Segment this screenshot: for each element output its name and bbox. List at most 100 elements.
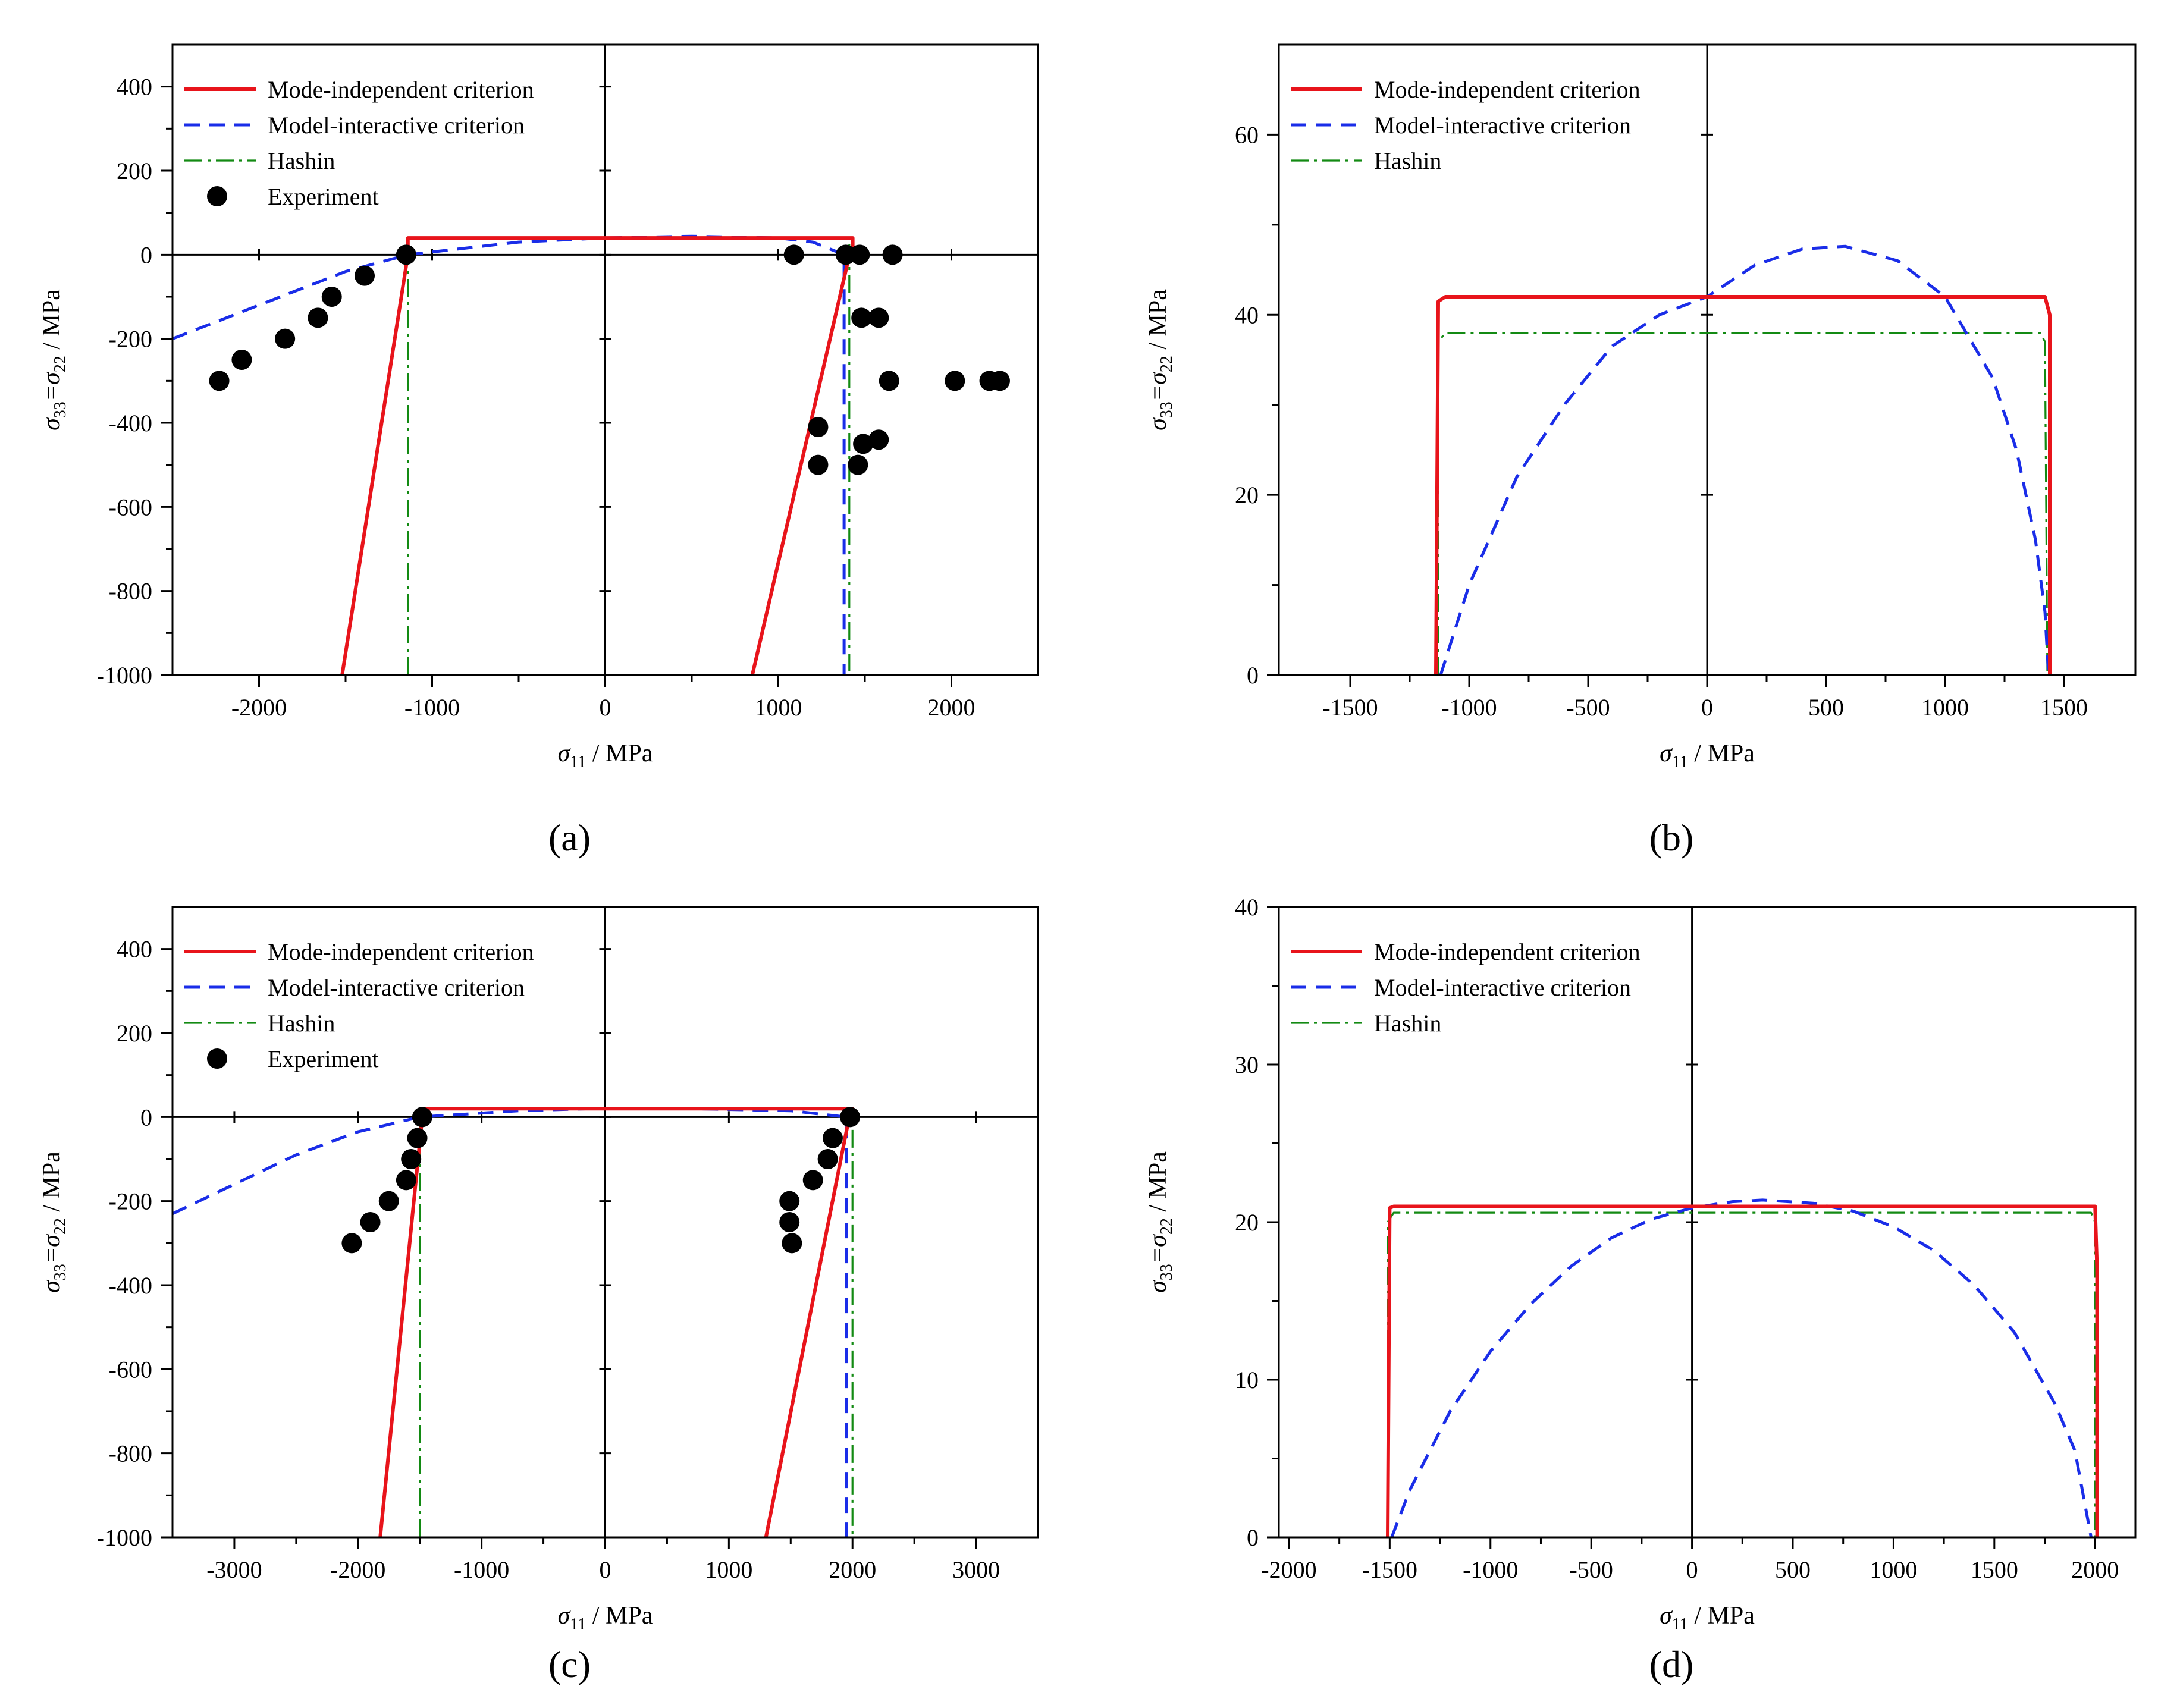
panel-a-ticks (161, 86, 952, 687)
panel-c-experiment-point (822, 1128, 843, 1148)
panel-a: -2000 -1000 0 1000 2000-1000-800-600-400-200… (38, 43, 1039, 859)
panel-d-x-tick-label: 2000 (2071, 1556, 2119, 1583)
panel-d-y-axis-symbol: σ (1144, 1279, 1172, 1293)
panel-a-y-axis-equals-symbol: =σ (38, 371, 65, 401)
panel-c-ticks (161, 948, 977, 1549)
panel-c-series-solid-line (378, 1107, 855, 1537)
panel-b-plot-frame (1278, 43, 2137, 676)
panel-b-y-axis-label: σ33=σ22 / MPa (1144, 289, 1176, 431)
panel-c-experiment-point (782, 1233, 802, 1254)
panel-d-x-axis-unit: / MPa (1688, 1602, 1755, 1629)
panel-c-x-tick-label: -3000 (206, 1556, 262, 1583)
panel-b-x-axis-symbol: σ (1660, 740, 1673, 767)
panel-c-y-tick-label: -1000 (97, 1524, 152, 1551)
panel-c-y-axis-label: σ33=σ22 / MPa (38, 1151, 70, 1293)
panel-b-y-tick-label: 0 (1247, 662, 1259, 689)
panel-b-panel-label: (b) (1649, 817, 1694, 859)
panel-a-experiment-point (851, 307, 872, 328)
panel-b-y-axis-equals-symbol: =σ (1144, 371, 1172, 401)
panel-b-y-axis-subscript-1: 33 (1158, 401, 1176, 418)
panel-c-x-tick-label: 0 (600, 1556, 611, 1583)
panel-d-x-tick-label: 1000 (1870, 1556, 1917, 1583)
panel-b: -1500 -1000 -500 0 500 1000 1500 0 20 40 60 Mode-in… (1144, 43, 2137, 859)
panel-a-experiment-point (848, 454, 868, 475)
panel-a-experiment-point (853, 434, 874, 454)
panel-b-y-axis-unit: / MPa (1144, 289, 1172, 356)
panel-a-series-dashed-line (172, 234, 846, 675)
panel-a-series-dashdot-line (407, 237, 851, 675)
panel-c-y-tick-label: -800 (109, 1440, 152, 1467)
panel-a-x-axis-unit: / MPa (586, 740, 653, 767)
panel-d-legend-label: Mode-independent criterion (1374, 938, 1641, 965)
panel-a-experiment-point (808, 417, 829, 438)
panel-b-legend: Mode-independent criterion Model-interact… (1291, 76, 1641, 174)
panel-a-x-tick-label: -2000 (231, 694, 287, 721)
panel-b-y-axis-subscript-2: 22 (1158, 356, 1176, 372)
panel-c-plot-frame (171, 906, 1039, 1539)
panel-a-y-tick-label: 400 (117, 74, 152, 101)
panel-d-y-axis-label: σ33=σ22 / MPa (1144, 1151, 1176, 1293)
panel-c-x-tick-label: -2000 (330, 1556, 385, 1583)
panel-d-x-axis-subscript: 11 (1672, 1615, 1688, 1634)
panel-c-y-axis-equals-symbol: =σ (38, 1233, 65, 1264)
panel-a-y-axis-symbol: σ (38, 417, 65, 431)
panel-a-x-tick-label: -1000 (404, 694, 460, 721)
panel-d-x-axis-label: σ11 / MPa (1660, 1602, 1755, 1634)
panel-a-experiment-point (275, 328, 296, 349)
panel-c-x-axis-subscript: 11 (570, 1615, 586, 1634)
panel-c-y-tick-label: 200 (117, 1020, 152, 1047)
panel-b-plot-area (1434, 244, 2052, 675)
panel-c-y-axis-symbol: σ (38, 1279, 65, 1293)
panel-c-experiment-point (401, 1149, 422, 1169)
panel-c-x-tick-label: -1000 (454, 1556, 509, 1583)
panel-d-series-dashdot-line (1387, 1211, 2096, 1537)
panel-a-experiment-point (868, 307, 889, 328)
panel-c-y-tick-label: 0 (140, 1104, 152, 1131)
panel-d-x-tick-label: -2000 (1261, 1556, 1316, 1583)
panel-b-series-solid-line (1434, 295, 2052, 675)
panel-c-experiment-point (802, 1170, 823, 1191)
panel-b-series-dashed-line (1439, 244, 2050, 675)
panel-d-y-tick-label: 10 (1235, 1367, 1259, 1393)
panel-a-legend-marker (207, 186, 227, 206)
panel-a-experiment-point (879, 371, 899, 391)
panel-b-x-tick-label: 0 (1701, 694, 1713, 721)
panel-b-x-tick-label: -1000 (1441, 694, 1497, 721)
panel-d-x-tick-label: -1500 (1362, 1556, 1417, 1583)
panel-a-experiment-point (321, 287, 342, 307)
panel-b-x-axis-subscript: 11 (1672, 753, 1688, 771)
panel-a-x-tick-label: 1000 (755, 694, 802, 721)
panel-d-series-solid-line (1386, 1204, 2099, 1537)
panel-b-x-axis-label: σ11 / MPa (1660, 740, 1755, 771)
panel-c-experiment-point (396, 1170, 416, 1191)
panel-a-experiment-point (945, 371, 965, 391)
panel-a-y-tick-label: 0 (140, 241, 152, 268)
panel-a-y-axis-subscript-2: 22 (51, 356, 70, 372)
panel-c-x-axis-unit: / MPa (586, 1602, 653, 1629)
panel-c-legend-label: Experiment (268, 1045, 379, 1072)
panel-c-x-tick-label: 1000 (705, 1556, 752, 1583)
panel-c-plot-area (172, 1107, 861, 1537)
panel-a-legend-label: Hashin (268, 147, 335, 174)
panel-a-experiment-point (355, 265, 375, 286)
panel-d-y-tick-label: 30 (1235, 1051, 1259, 1078)
panel-a-experiment-point (308, 307, 328, 328)
panel-c-legend: Mode-independent criterion Model-interact… (184, 938, 534, 1072)
panel-d-panel-label: (d) (1649, 1643, 1694, 1685)
panel-b-y-axis-symbol: σ (1144, 417, 1172, 431)
panel-c-experiment-point (840, 1107, 861, 1128)
panel-a-legend: Mode-independent criterion Model-interact… (184, 76, 534, 210)
panel-c-legend-marker (207, 1048, 227, 1069)
panel-c-y-tick-label: -200 (109, 1188, 152, 1215)
panel-a-x-axis-subscript: 11 (570, 753, 586, 771)
panel-d: -2000 -1500 -1000 -500 0 500 1000 1500 2000 0 10 20… (1144, 894, 2137, 1685)
panel-a-y-tick-label: -600 (109, 494, 152, 520)
panel-a-x-tick-label: 0 (600, 694, 611, 721)
panel-d-y-tick-label: 0 (1247, 1524, 1259, 1551)
panel-a-experiment-point (209, 371, 230, 391)
panel-c-x-tick-label: 2000 (829, 1556, 876, 1583)
panel-c-y-tick-label: -600 (109, 1356, 152, 1383)
panel-b-x-axis-unit: / MPa (1688, 740, 1755, 767)
panel-b-legend-label: Hashin (1374, 147, 1441, 174)
